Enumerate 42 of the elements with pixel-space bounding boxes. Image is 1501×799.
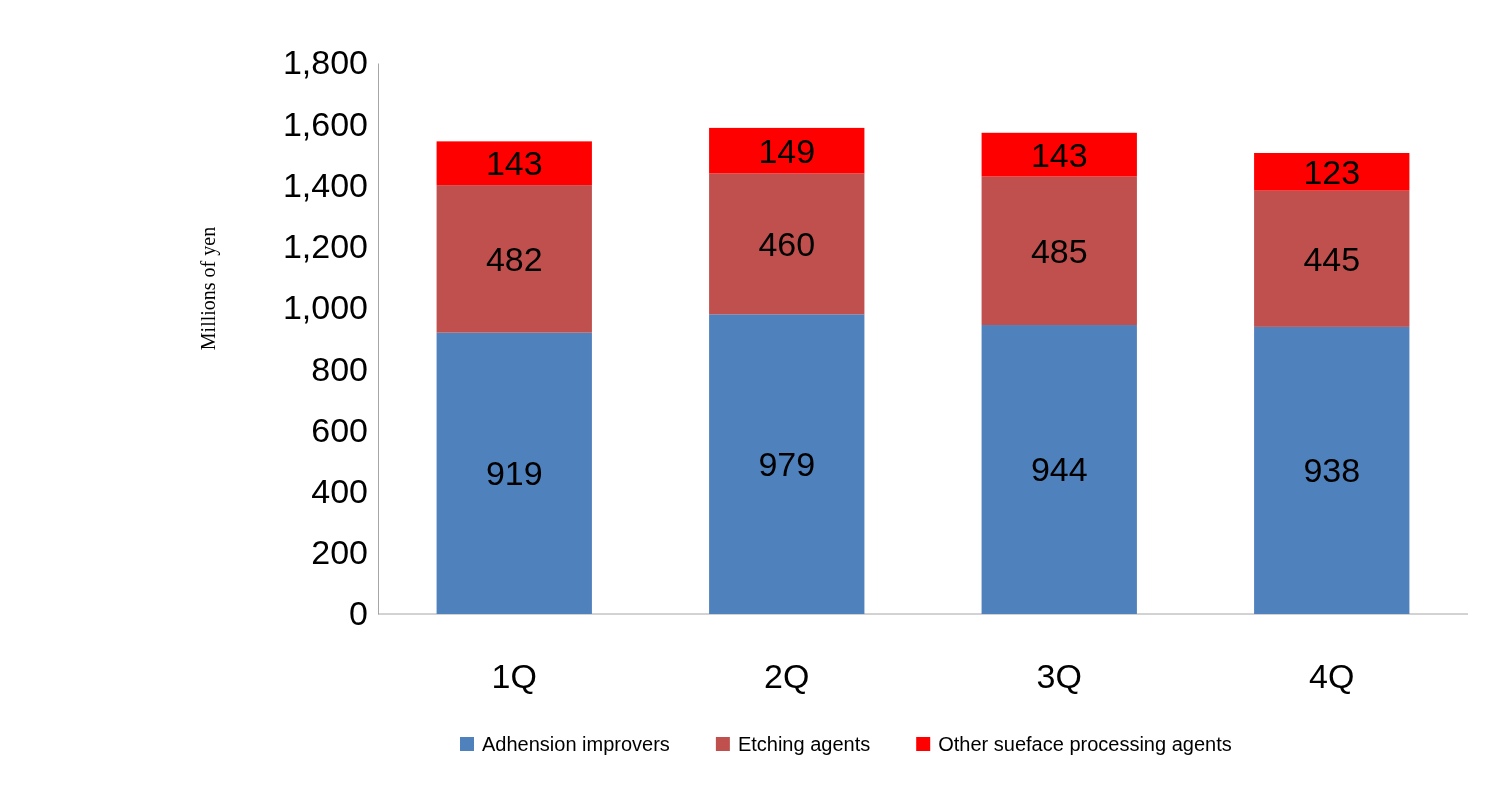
x-tick-label: 1Q xyxy=(491,657,537,696)
y-tick-label: 600 xyxy=(311,410,368,449)
x-tick-label: 4Q xyxy=(1309,657,1355,696)
y-tick-label: 800 xyxy=(311,349,368,388)
bar xyxy=(709,127,865,174)
bar xyxy=(436,185,592,333)
data-label: 919 xyxy=(485,454,543,493)
data-label: 143 xyxy=(485,144,543,183)
data-label: 938 xyxy=(1303,451,1361,490)
data-label: 460 xyxy=(758,224,816,263)
legend-label: Etching agents xyxy=(737,733,871,755)
bar xyxy=(981,132,1137,177)
y-tick-label: 0 xyxy=(349,594,368,633)
data-label: 944 xyxy=(1030,450,1088,489)
y-axis-title: Millions of yen xyxy=(197,226,220,351)
x-tick-label: 2Q xyxy=(764,657,810,696)
data-label: 149 xyxy=(758,131,816,170)
bar xyxy=(981,176,1137,326)
bar xyxy=(709,173,865,315)
y-tick-label: 1,200 xyxy=(282,227,368,266)
data-label: 123 xyxy=(1303,152,1361,191)
y-tick-label: 1,600 xyxy=(282,104,368,143)
bar xyxy=(436,141,592,186)
bar xyxy=(436,332,592,614)
y-tick-label: 1,800 xyxy=(282,43,368,82)
bar xyxy=(709,314,865,614)
y-tick-label: 400 xyxy=(311,471,368,510)
bar xyxy=(1254,326,1410,614)
data-label: 143 xyxy=(1030,135,1088,174)
y-tick-label: 1,000 xyxy=(282,288,368,327)
bar xyxy=(981,325,1137,614)
data-label: 445 xyxy=(1303,239,1361,278)
bar xyxy=(1254,153,1410,191)
data-label: 485 xyxy=(1030,231,1088,270)
data-label: 979 xyxy=(758,445,816,484)
data-label: 482 xyxy=(485,239,543,278)
legend-label: Adhension improvers xyxy=(482,733,670,755)
y-tick-label: 200 xyxy=(311,533,368,572)
y-tick-label: 1,400 xyxy=(282,165,368,204)
x-tick-label: 3Q xyxy=(1036,657,1082,696)
legend-label: Other sueface processing agents xyxy=(938,733,1232,755)
bar xyxy=(1254,190,1410,327)
